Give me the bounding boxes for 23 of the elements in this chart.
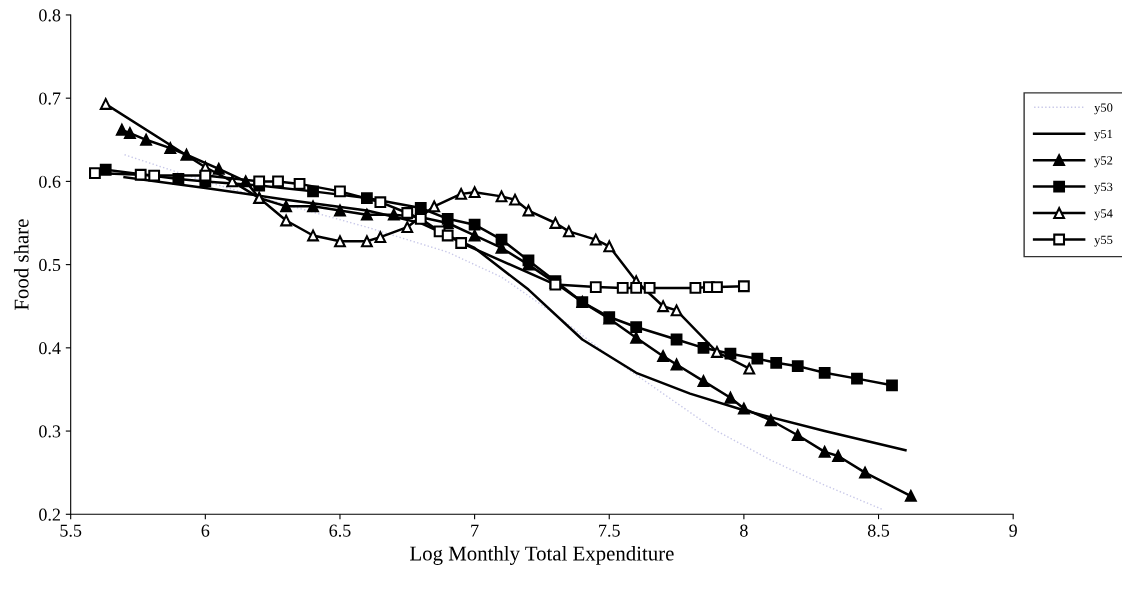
x-tick-label: 8.5 — [867, 524, 890, 537]
legend-label: y55 — [1094, 235, 1113, 247]
legend-label: y50 — [1094, 103, 1113, 115]
x-tick-label: 6 — [201, 524, 210, 537]
y-axis-title: Food share — [13, 219, 29, 311]
y-tick-label: 0.8 — [39, 9, 61, 22]
x-tick-label: 5.5 — [60, 524, 82, 537]
y-tick-label: 0.4 — [39, 342, 61, 355]
x-axis-title: Log Monthly Total Expenditure — [410, 545, 674, 565]
x-tick-label: 9 — [1009, 524, 1017, 537]
x-tick-label: 7 — [471, 524, 479, 537]
x-tick-label: 8 — [740, 524, 748, 537]
y-tick-label: 0.2 — [39, 508, 60, 521]
y-tick-label: 0.7 — [39, 92, 61, 105]
y-tick-label: 0.5 — [39, 258, 61, 272]
legend-label: y52 — [1094, 156, 1113, 168]
y-tick-label: 0.3 — [39, 425, 61, 438]
x-tick-label: 7.5 — [599, 524, 620, 537]
legend-label: y54 — [1094, 209, 1113, 221]
y-tick-label: 0.6 — [39, 175, 61, 188]
legend-label: y53 — [1094, 182, 1113, 194]
legend-label: y51 — [1094, 129, 1113, 141]
x-tick-label: 6.5 — [329, 524, 351, 537]
